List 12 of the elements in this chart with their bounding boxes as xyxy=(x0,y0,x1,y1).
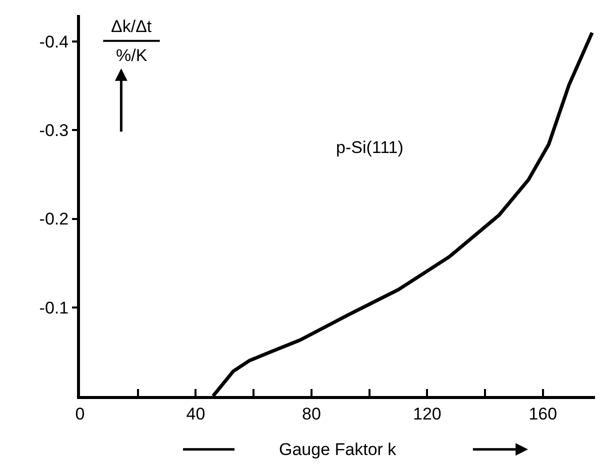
y-tick-label: -0.4 xyxy=(39,32,69,52)
x-tick-label: 0 xyxy=(75,404,85,424)
y-axis-title: Δk/Δt %/K xyxy=(111,17,152,65)
y-tick-label: -0.1 xyxy=(39,298,69,318)
text: p-Si(111) xyxy=(336,138,404,157)
y-tick-label: -0.3 xyxy=(39,121,69,140)
x-tick-label: 40 xyxy=(186,404,206,424)
x-tick-label: 160 xyxy=(528,404,558,424)
y-tick-label: -0.2 xyxy=(39,210,69,229)
x-axis-title: Gauge Faktor k xyxy=(279,440,397,459)
x-tick-label: 120 xyxy=(413,404,442,424)
x-tick-label: 80 xyxy=(302,404,321,424)
